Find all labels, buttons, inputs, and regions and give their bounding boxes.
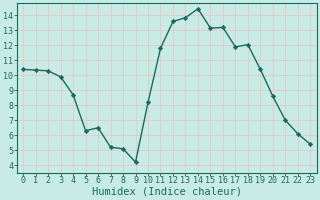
X-axis label: Humidex (Indice chaleur): Humidex (Indice chaleur) — [92, 187, 242, 197]
